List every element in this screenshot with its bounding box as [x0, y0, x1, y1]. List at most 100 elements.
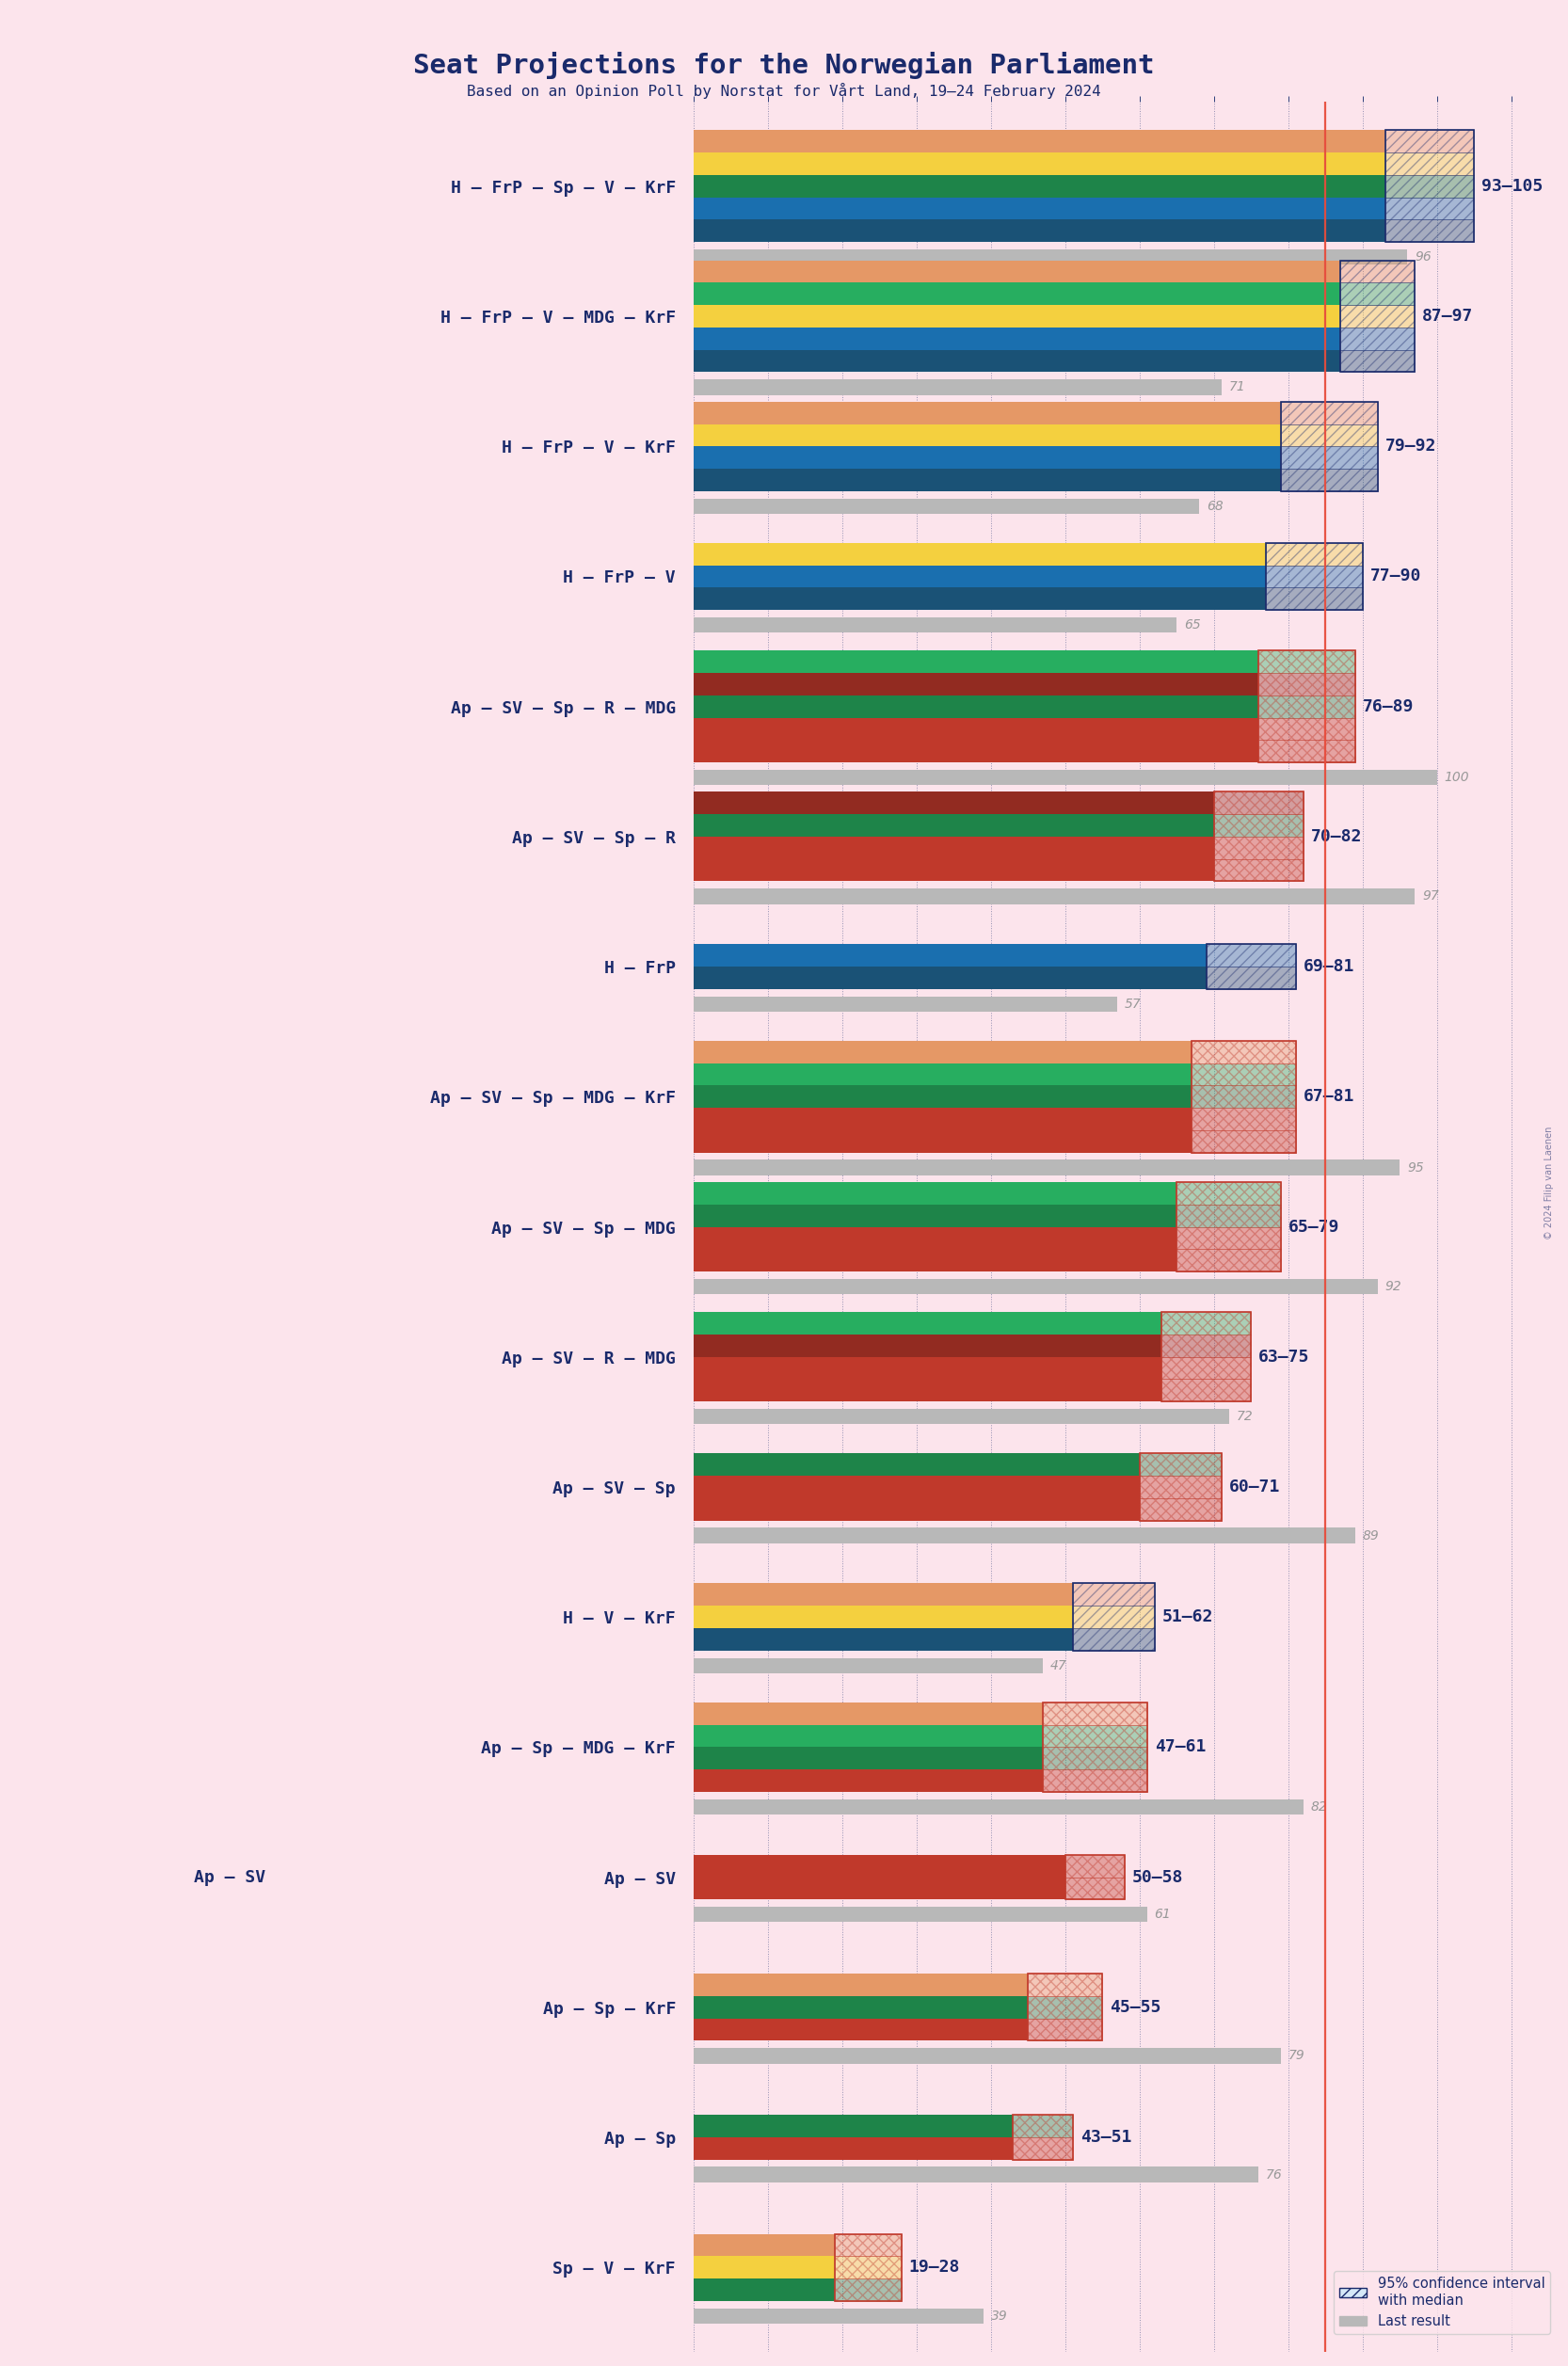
Bar [1341, 327, 1414, 350]
Text: 100: 100 [1444, 771, 1469, 783]
Bar [693, 499, 1200, 513]
Bar [693, 196, 1385, 220]
Text: 70–82: 70–82 [1311, 828, 1361, 845]
Text: 87–97: 87–97 [1422, 308, 1474, 324]
Bar [693, 769, 1436, 786]
Bar [693, 1278, 1378, 1294]
Bar [693, 1159, 1400, 1176]
Bar [693, 1855, 1065, 1876]
Text: 63–75: 63–75 [1259, 1349, 1309, 1365]
Bar [693, 1183, 1176, 1204]
Text: 65–79: 65–79 [1289, 1218, 1339, 1235]
Bar [693, 350, 1341, 371]
Bar [1162, 1313, 1251, 1334]
Bar [693, 1408, 1229, 1424]
Bar [693, 1313, 1162, 1334]
Bar [693, 696, 1259, 717]
Bar [693, 402, 1281, 424]
Bar [693, 305, 1341, 327]
Bar [693, 1041, 1192, 1062]
Bar [693, 1725, 1043, 1746]
Bar [1013, 2115, 1073, 2136]
Bar [1176, 1183, 1281, 1204]
Bar [1073, 1583, 1154, 1607]
Bar [1043, 1704, 1148, 1725]
Bar [693, 565, 1265, 587]
Bar [693, 1607, 1073, 1628]
Bar [693, 130, 1385, 154]
Bar [1140, 1453, 1221, 1476]
Bar [1259, 672, 1355, 696]
Text: 72: 72 [1236, 1410, 1253, 1424]
Bar [1073, 1607, 1154, 1628]
Bar [693, 2234, 834, 2257]
Bar [1281, 424, 1378, 447]
Text: 65: 65 [1184, 618, 1201, 632]
Bar [1162, 1313, 1251, 1401]
Bar [693, 2257, 834, 2278]
Bar [1192, 1041, 1295, 1152]
Bar [693, 2136, 1013, 2160]
Bar [1281, 447, 1378, 468]
Bar [834, 2257, 902, 2278]
Bar [693, 890, 1414, 904]
Bar [1029, 1997, 1102, 2018]
Bar [1206, 944, 1295, 968]
Text: 97: 97 [1422, 890, 1439, 904]
Bar [1176, 1249, 1281, 1271]
Text: 69–81: 69–81 [1303, 958, 1355, 975]
Bar [1065, 1855, 1124, 1876]
Bar [1385, 220, 1474, 241]
Bar [693, 1379, 1162, 1401]
Bar [693, 996, 1118, 1013]
Bar [1385, 130, 1474, 154]
Text: 77–90: 77–90 [1370, 568, 1421, 584]
Bar [1385, 154, 1474, 175]
Bar [693, 1086, 1192, 1107]
Bar [1065, 1876, 1124, 1900]
Bar [693, 1659, 1043, 1673]
Text: 51–62: 51–62 [1162, 1609, 1214, 1625]
Text: 71: 71 [1229, 381, 1245, 393]
Legend: 95% confidence interval
with median, Last result: 95% confidence interval with median, Las… [1333, 2271, 1551, 2333]
Text: 67–81: 67–81 [1303, 1088, 1355, 1105]
Bar [1176, 1204, 1281, 1226]
Bar [1192, 1086, 1295, 1107]
Bar [1043, 1770, 1148, 1791]
Bar [1281, 468, 1378, 492]
Bar [1029, 1973, 1102, 1997]
Bar [693, 838, 1214, 859]
Text: 82: 82 [1311, 1801, 1328, 1812]
Text: Seat Projections for the Norwegian Parliament: Seat Projections for the Norwegian Parli… [414, 52, 1154, 80]
Bar [1385, 175, 1474, 196]
Bar [693, 1204, 1176, 1226]
Bar [1029, 2018, 1102, 2042]
Bar [1385, 196, 1474, 220]
Bar [693, 968, 1206, 989]
Bar [1281, 402, 1378, 492]
Bar [1265, 565, 1363, 587]
Bar [1192, 1041, 1295, 1062]
Text: 61: 61 [1154, 1907, 1171, 1921]
Bar [693, 1876, 1065, 1900]
Text: 76–89: 76–89 [1363, 698, 1414, 715]
Bar [1140, 1476, 1221, 1498]
Bar [693, 1062, 1192, 1086]
Bar [1214, 838, 1303, 859]
Bar [1162, 1379, 1251, 1401]
Text: 43–51: 43–51 [1080, 2129, 1131, 2146]
Text: 57: 57 [1124, 998, 1142, 1010]
Bar [1065, 1855, 1124, 1900]
Bar [693, 1628, 1073, 1651]
Bar [1265, 542, 1363, 565]
Bar [1265, 542, 1363, 610]
Bar [693, 1356, 1162, 1379]
Bar [1259, 651, 1355, 672]
Bar [693, 2018, 1029, 2042]
Bar [693, 1131, 1192, 1152]
Bar [693, 717, 1259, 741]
Text: 39: 39 [991, 2309, 1008, 2323]
Text: 47: 47 [1051, 1659, 1068, 1673]
Bar [693, 1798, 1303, 1815]
Bar [1214, 793, 1303, 814]
